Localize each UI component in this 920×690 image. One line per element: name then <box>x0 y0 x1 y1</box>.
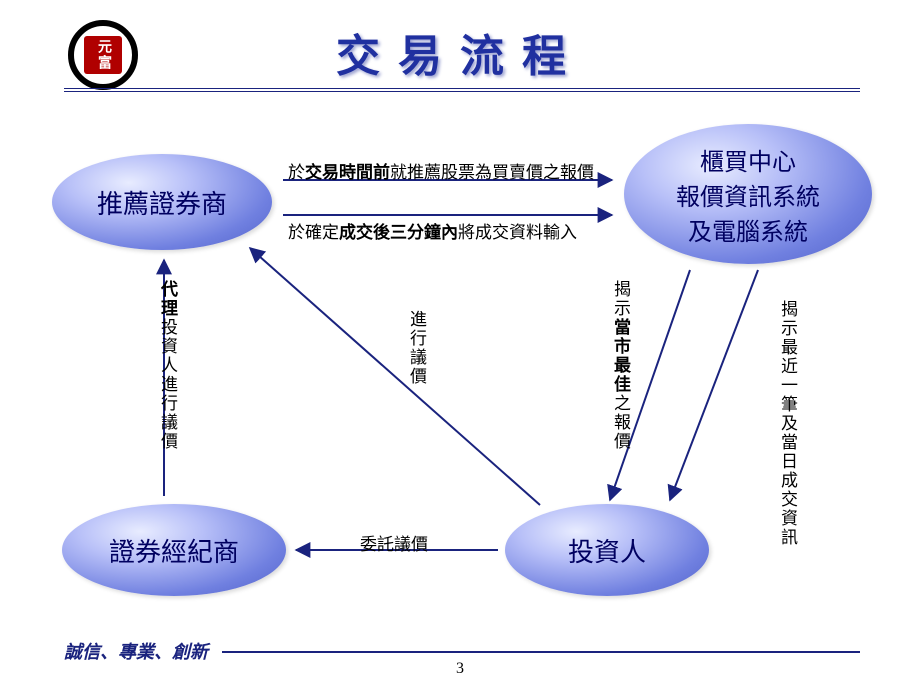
edge-arrow <box>250 248 540 505</box>
node-recommending-broker: 推薦證券商 <box>52 154 272 250</box>
slide: 元富 交易流程 推薦證券商 櫃買中心 報價資訊系統 及電腦系統 證券經紀商 投資… <box>0 0 920 690</box>
title-rule <box>64 88 860 92</box>
edge-label: 於確定成交後三分鐘內將成交資料輸入 <box>288 218 577 243</box>
edge-label: 於交易時間前就推薦股票為買賣價之報價 <box>288 158 594 183</box>
edge-label: 進行議價 <box>404 310 429 386</box>
footer-rule <box>222 651 860 653</box>
edge-label: 揭示當市最佳之報價 <box>608 280 633 451</box>
slide-title: 交易流程 <box>0 20 920 84</box>
edge-arrow <box>670 270 758 500</box>
node-otc-center: 櫃買中心 報價資訊系統 及電腦系統 <box>624 124 872 264</box>
node-securities-broker: 證券經紀商 <box>62 504 286 596</box>
node-investor: 投資人 <box>505 504 709 596</box>
page-number: 3 <box>0 660 920 678</box>
edge-label: 揭示最近一筆及當日成交資訊 <box>775 300 800 547</box>
edge-label: 代理投資人進行議價 <box>155 280 180 451</box>
edge-label: 委託議價 <box>360 530 428 555</box>
